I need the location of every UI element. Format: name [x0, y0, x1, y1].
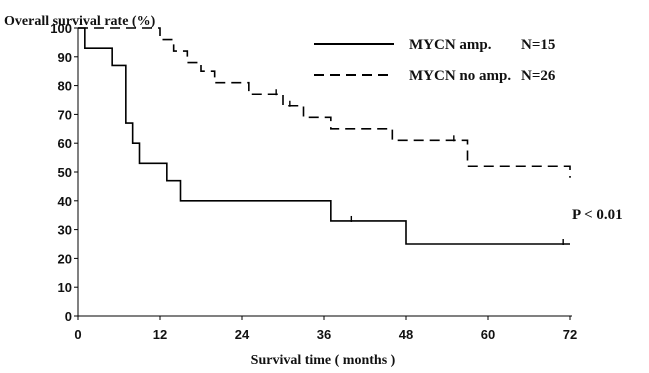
survival-curves [78, 27, 571, 245]
p-value-annotation: P < 0.01 [572, 207, 623, 223]
x-tick-label-24: 24 [235, 327, 250, 342]
legend: MYCN amp. N=15 MYCN no amp. N=26 [314, 37, 556, 84]
x-tick-label-0: 0 [74, 327, 81, 342]
y-tick-label-80: 80 [58, 79, 72, 94]
y-tick-label-20: 20 [58, 251, 72, 266]
x-tick-label-60: 60 [481, 327, 495, 342]
legend-n-mycn-amp: N=15 [521, 37, 555, 53]
x-tick-label-48: 48 [399, 327, 413, 342]
y-tick-label-60: 60 [58, 136, 72, 151]
y-tick-label-90: 90 [58, 50, 72, 65]
x-tick-label-12: 12 [153, 327, 167, 342]
y-tick-label-100: 100 [50, 21, 72, 36]
legend-label-mycn-amp: MYCN amp. [409, 37, 492, 53]
legend-label-mycn-no-amp: MYCN no amp. [409, 68, 511, 84]
y-axis-label: Overall survival rate (%) [4, 14, 156, 29]
x-tick-label-72: 72 [563, 327, 577, 342]
y-tick-label-0: 0 [65, 309, 72, 324]
y-tick-label-70: 70 [58, 107, 72, 122]
y-tick-label-30: 30 [58, 223, 72, 238]
tick-labels: 0 10 20 30 40 50 60 70 80 90 100 0 12 24 36 48 60 72 [50, 21, 577, 342]
x-tick-label-36: 36 [317, 327, 331, 342]
legend-n-mycn-no-amp: N=26 [521, 68, 556, 84]
y-tick-label-50: 50 [58, 165, 72, 180]
axes [74, 27, 572, 320]
series-line-mycn-amp [78, 27, 570, 245]
x-axis-label: Survival time ( months ) [251, 353, 396, 368]
y-tick-label-10: 10 [58, 280, 72, 295]
series-line-mycn-no-amp [78, 27, 571, 178]
y-tick-label-40: 40 [58, 194, 72, 209]
